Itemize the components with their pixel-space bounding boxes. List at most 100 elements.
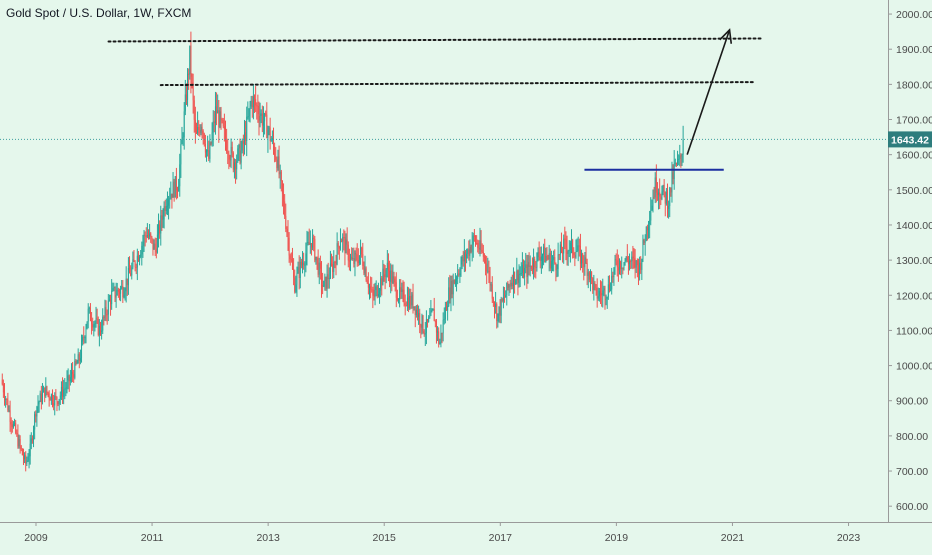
candle-body <box>408 297 410 309</box>
candle-body <box>44 387 46 397</box>
candle-body <box>567 251 569 254</box>
candle-body <box>362 254 364 266</box>
candle-body <box>190 45 192 77</box>
candle-body <box>345 239 347 254</box>
candle-body <box>572 240 574 254</box>
candle-body <box>7 399 9 411</box>
candle-body <box>448 287 450 306</box>
candle-body <box>2 384 4 393</box>
candle-body <box>506 282 508 296</box>
candle-body <box>150 233 152 237</box>
candle-body <box>464 252 466 259</box>
candle-body <box>592 278 594 291</box>
candle-body <box>182 137 184 139</box>
candle-body <box>241 141 243 151</box>
candle-body <box>87 308 89 322</box>
candle-body <box>456 278 458 280</box>
candle-body <box>486 263 488 272</box>
candle-body <box>189 45 191 75</box>
candle-body <box>324 276 326 282</box>
candle-body <box>231 146 233 154</box>
candle-body <box>392 276 394 283</box>
candle-body <box>287 232 289 238</box>
candle-body <box>505 295 507 298</box>
candle-body <box>402 289 404 291</box>
y-tick-label: 1900.00 <box>896 44 932 56</box>
candle-body <box>605 298 607 300</box>
candle-body <box>232 153 234 170</box>
candle-body <box>634 258 636 268</box>
candle-body <box>560 244 562 253</box>
candle-body <box>538 251 540 258</box>
candle-body <box>477 243 479 248</box>
candle-body <box>36 406 38 417</box>
candle-body <box>229 159 231 161</box>
candle-body <box>15 423 17 433</box>
candle-body <box>642 239 644 259</box>
candle-body <box>98 326 100 335</box>
candle-body <box>53 402 55 406</box>
candle-body <box>347 244 349 261</box>
candle-body <box>376 286 378 296</box>
candle-body <box>380 278 382 291</box>
candle-body <box>75 360 77 364</box>
candle-body <box>500 299 502 316</box>
candle-body <box>619 261 621 271</box>
candle-body <box>357 260 359 264</box>
candle-body <box>574 255 576 258</box>
candle-body <box>223 126 225 129</box>
candle-body <box>461 256 463 265</box>
candle-body <box>555 263 557 271</box>
candle-body <box>43 387 45 393</box>
candles <box>1 31 684 472</box>
candle-body <box>613 268 615 278</box>
candle-body <box>649 220 651 225</box>
x-tick-label: 2019 <box>605 532 629 544</box>
candle-body <box>305 253 307 265</box>
candle-body <box>136 255 138 268</box>
candle-body <box>27 460 29 462</box>
candle-body <box>492 298 494 303</box>
candle-body <box>386 262 388 270</box>
candle-body <box>413 306 415 309</box>
candle-body <box>661 191 663 200</box>
candle-body <box>165 206 167 212</box>
candle-body <box>334 261 336 263</box>
candle-body <box>206 150 208 153</box>
candle-body <box>480 240 482 250</box>
candle-body <box>394 278 396 283</box>
candle-body <box>104 307 106 317</box>
candle-body <box>563 238 565 254</box>
candle-body <box>373 295 375 297</box>
candle-body <box>487 270 489 272</box>
candle-body <box>670 187 672 193</box>
candle-body <box>28 456 30 461</box>
candle-body <box>677 158 679 165</box>
candle-body <box>576 251 578 253</box>
candle-body <box>368 286 370 288</box>
candle-body <box>391 270 393 283</box>
candle-body <box>525 264 527 268</box>
candle-body <box>107 300 109 315</box>
candle-body <box>601 293 603 296</box>
candle-body <box>161 215 163 220</box>
candle-body <box>564 238 566 240</box>
candle-body <box>587 272 589 276</box>
candle-body <box>19 439 21 447</box>
candle-body <box>86 321 88 329</box>
candle-body <box>453 280 455 284</box>
candle-body <box>450 280 452 300</box>
candle-body <box>69 377 71 382</box>
x-tick-label: 2017 <box>489 532 513 544</box>
candle-body <box>171 193 173 198</box>
candle-body <box>469 246 471 256</box>
candle-body <box>430 310 432 317</box>
candle-body <box>509 285 511 287</box>
candle-body <box>501 299 503 301</box>
candle-body <box>280 171 282 182</box>
candle-body <box>639 262 641 275</box>
candle-body <box>302 262 304 266</box>
candle-body <box>254 96 256 100</box>
candle-body <box>264 113 266 122</box>
candle-body <box>202 130 204 134</box>
